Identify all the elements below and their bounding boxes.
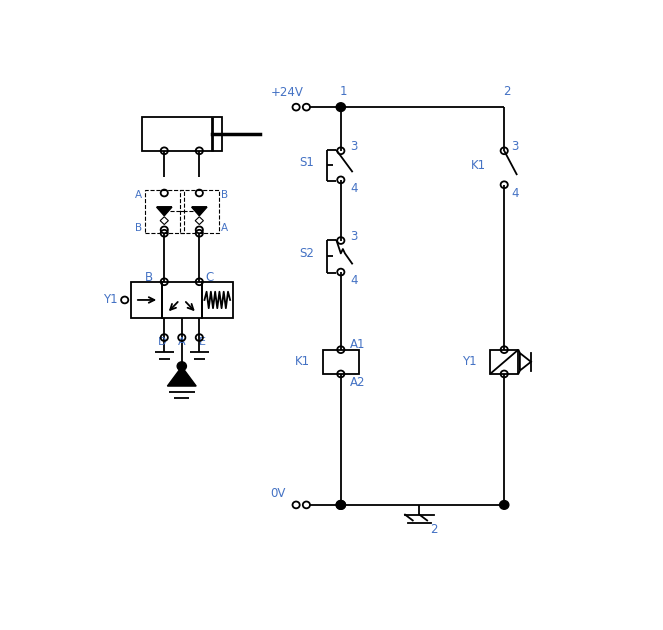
Text: A2: A2 xyxy=(350,376,365,389)
Text: A1: A1 xyxy=(350,338,365,352)
Text: D: D xyxy=(157,338,166,347)
Polygon shape xyxy=(167,367,196,386)
Text: C: C xyxy=(206,272,213,284)
Text: A: A xyxy=(221,223,229,233)
Text: K1: K1 xyxy=(471,159,486,172)
Bar xyxy=(145,190,184,233)
Text: B: B xyxy=(135,223,142,233)
Text: 4: 4 xyxy=(350,182,357,195)
Text: 4: 4 xyxy=(350,274,357,287)
Text: 2: 2 xyxy=(430,523,437,536)
Text: A: A xyxy=(135,190,142,200)
Text: S1: S1 xyxy=(300,156,314,169)
Bar xyxy=(162,282,202,318)
Text: 0V: 0V xyxy=(271,487,286,500)
Text: B: B xyxy=(221,190,229,200)
Text: 3: 3 xyxy=(511,140,518,154)
Text: +24V: +24V xyxy=(271,86,303,99)
Bar xyxy=(180,190,219,233)
Text: K1: K1 xyxy=(294,355,310,369)
Bar xyxy=(323,350,359,374)
Text: 1: 1 xyxy=(339,86,347,98)
Bar xyxy=(202,282,233,318)
Text: A: A xyxy=(178,338,186,347)
Polygon shape xyxy=(192,207,207,216)
Text: 2: 2 xyxy=(503,86,511,98)
Text: 3: 3 xyxy=(350,140,357,154)
Text: Y1: Y1 xyxy=(462,355,477,369)
Text: B: B xyxy=(145,272,153,284)
Circle shape xyxy=(336,501,345,509)
Text: S2: S2 xyxy=(300,248,314,260)
Text: 4: 4 xyxy=(511,187,518,200)
Text: Y1: Y1 xyxy=(103,294,117,306)
Circle shape xyxy=(177,362,186,370)
Bar xyxy=(142,117,221,151)
Bar xyxy=(131,282,162,318)
Circle shape xyxy=(500,501,509,509)
Text: E: E xyxy=(198,338,206,347)
Bar xyxy=(490,350,518,374)
Circle shape xyxy=(336,103,345,112)
Polygon shape xyxy=(156,207,172,216)
Text: 3: 3 xyxy=(350,230,357,243)
Circle shape xyxy=(336,501,345,509)
